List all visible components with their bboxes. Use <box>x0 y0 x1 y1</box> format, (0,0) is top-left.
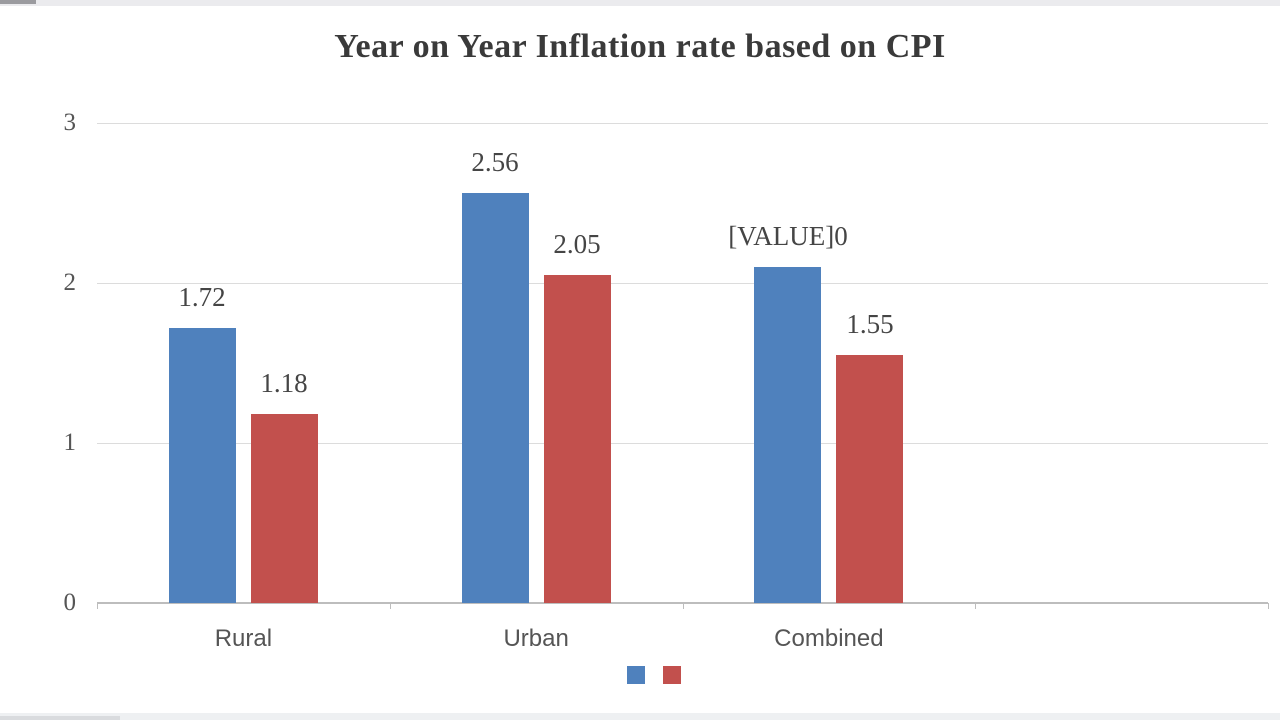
category-label-rural: Rural <box>214 625 273 652</box>
bar-series-2-red-urban <box>544 275 611 603</box>
x-axis-line <box>97 602 1268 604</box>
bar-value-label-series-1-blue-urban: 2.56 <box>471 147 519 177</box>
y-axis-tick-label: 3 <box>63 109 77 136</box>
bar-series-2-red-combined <box>836 355 903 603</box>
bar-series-1-blue-urban <box>462 193 529 603</box>
bar-value-label-series-1-blue-rural: 1.72 <box>178 282 226 312</box>
legend-swatch-series-1 <box>627 666 645 684</box>
x-axis-tick <box>390 603 391 609</box>
gridline-y3 <box>97 123 1268 124</box>
bar-series-2-red-rural <box>251 414 318 603</box>
y-axis-tick-label: 2 <box>63 269 77 296</box>
bar-value-label-series-2-red-rural: 1.18 <box>260 368 308 398</box>
y-axis-tick-label: 0 <box>63 589 77 616</box>
x-axis-tick <box>975 603 976 609</box>
top-frame-strip-dark-segment <box>0 0 36 4</box>
top-frame-strip <box>0 0 1280 6</box>
bottom-frame-strip-dark-segment <box>0 716 120 720</box>
bar-series-1-blue-rural <box>169 328 236 603</box>
x-axis-tick <box>97 603 98 609</box>
bar-value-label-series-2-red-urban: 2.05 <box>553 229 601 259</box>
gridline-y1 <box>97 443 1268 444</box>
category-label-combined: Combined <box>774 625 884 652</box>
x-axis-tick <box>1268 603 1269 609</box>
category-label-urban: Urban <box>503 625 569 652</box>
gridline-y2 <box>97 283 1268 284</box>
bottom-frame-strip <box>0 713 1280 720</box>
bar-series-1-blue-combined <box>754 267 821 603</box>
x-axis-tick <box>683 603 684 609</box>
y-axis-tick-label: 1 <box>63 429 77 456</box>
legend-swatch-series-2 <box>663 666 681 684</box>
bar-value-label-series-2-red-combined: 1.55 <box>846 309 894 339</box>
chart-title: Year on Year Inflation rate based on CPI <box>334 28 946 65</box>
bar-value-label-series-1-blue-combined: [VALUE]0 <box>728 221 848 251</box>
